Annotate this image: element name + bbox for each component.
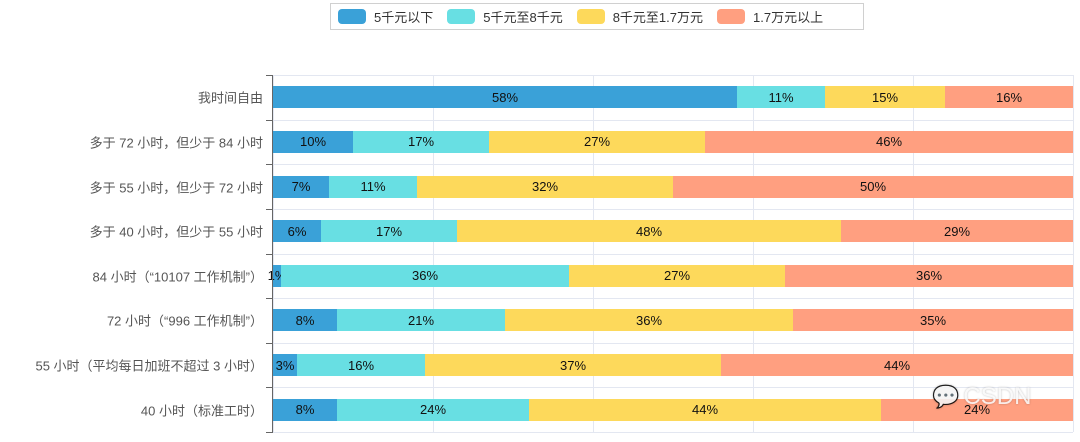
bar-segment[interactable]: 10% [273,130,353,153]
bar-segment[interactable]: 50% [673,175,1073,198]
wechat-icon: 💬 [932,384,960,409]
bar-segment[interactable]: 44% [529,398,881,421]
grid-line-vertical [1073,75,1074,432]
watermark-text: CSDN [963,383,1032,410]
legend-item-8k-17k[interactable]: 8千元至1.7万元 [576,7,704,26]
bar-segment[interactable]: 16% [945,86,1073,109]
bar-segment[interactable]: 36% [505,309,793,332]
grid-line-horizontal [273,432,1073,433]
bar-segment[interactable]: 6% [273,220,321,243]
legend-swatch-icon [576,9,605,24]
grid-line-horizontal [273,387,1073,389]
bar-segment[interactable]: 8% [273,309,337,332]
bar-segment[interactable]: 58% [273,86,737,109]
bar-row: 58% 11% 15% 16% [273,86,1073,109]
legend-label: 5千元以下 [374,10,434,25]
bar-row: 10% 17% 27% 46% [273,130,1073,153]
bar-segment[interactable]: 46% [705,130,1073,153]
bar-segment[interactable]: 17% [353,130,489,153]
watermark: 💬 CSDN [932,383,1031,411]
legend-label: 8千元至1.7万元 [612,10,704,25]
bar-segment[interactable]: 11% [737,86,825,109]
legend-swatch-icon [447,9,476,24]
bar-segment[interactable]: 16% [297,354,425,377]
y-axis-label: 40 小时（标准工时） [140,403,263,419]
y-axis-tick [266,432,273,433]
bar-segment[interactable]: 24% [881,398,1073,421]
y-axis-label: 多于 72 小时，但少于 84 小时 [89,135,263,151]
bar-segment[interactable]: 21% [337,309,505,332]
bar-segment[interactable]: 8% [273,398,337,421]
grid-line-horizontal [273,342,1073,344]
grid-line-horizontal [273,208,1073,210]
y-axis-label: 72 小时（“996 工作机制”） [106,313,263,329]
bar-segment[interactable]: 36% [281,264,569,287]
bar-segment[interactable]: 24% [337,398,529,421]
legend-item-over-17k[interactable]: 1.7万元以上 [717,7,823,26]
legend-label: 1.7万元以上 [753,10,824,25]
bar-segment[interactable]: 11% [329,175,417,198]
chart-legend: 5千元以下 5千元至8千元 8千元至1.7万元 1.7万元以上 [330,3,864,30]
legend-label: 5千元至8千元 [483,10,563,25]
grid-line-horizontal [273,119,1073,121]
grid-line-horizontal [273,253,1073,255]
bar-segment[interactable]: 1% [268,264,286,287]
legend-swatch-icon [338,9,366,24]
y-axis-label: 84 小时（“10107 工作机制”） [92,269,264,285]
y-axis-tick [266,342,273,344]
bar-segment[interactable]: 37% [425,354,721,377]
legend-item-5k-8k[interactable]: 5千元至8千元 [447,7,563,26]
bar-segment[interactable]: 17% [321,220,457,243]
y-axis-tick [266,387,273,389]
bar-segment[interactable]: 44% [721,354,1073,377]
plot-area: 58% 11% 15% 16% 10% 17% 27% 46% 7% 11% 32% 50% 6% 17%… [268,75,1074,433]
y-axis-label: 55 小时（平均每日加班不超过 3 小时） [35,358,263,374]
bar-segment[interactable]: 29% [841,220,1073,243]
bar-segment[interactable]: 27% [569,264,785,287]
y-axis-label: 多于 40 小时，但少于 55 小时 [89,224,263,240]
bar-row: 7% 11% 32% 50% [273,175,1073,198]
bar-segment[interactable]: 36% [785,264,1073,287]
grid-line-horizontal [273,164,1073,166]
bar-segment[interactable]: 35% [793,309,1073,332]
bar-row: 3% 16% 37% 44% [273,354,1073,377]
grid-line-horizontal [273,298,1073,300]
y-axis-tick [266,298,273,300]
bar-row: 6% 17% 48% 29% [273,220,1073,243]
y-axis-tick [266,119,273,121]
y-axis-label: 多于 55 小时，但少于 72 小时 [89,180,263,196]
y-axis-tick [266,164,273,166]
bar-segment[interactable]: 3% [273,354,297,377]
bar-segment[interactable]: 15% [825,86,945,109]
bar-row: 1% 36% 27% 36% [268,264,1073,287]
legend-swatch-icon [717,9,746,24]
bar-segment[interactable]: 7% [273,175,329,198]
bar-segment[interactable]: 27% [489,130,705,153]
bar-segment[interactable]: 32% [417,175,673,198]
y-axis-tick [266,208,273,210]
y-axis-label: 我时间自由 [197,90,263,106]
bar-row: 8% 24% 44% 24% [273,398,1073,421]
bar-segment[interactable]: 48% [457,220,841,243]
y-axis-tick [266,75,273,76]
bar-row: 8% 21% 36% 35% [273,309,1073,332]
grid-line-horizontal [273,75,1073,76]
legend-item-under-5k[interactable]: 5千元以下 [338,7,433,26]
y-axis-tick [266,253,273,255]
